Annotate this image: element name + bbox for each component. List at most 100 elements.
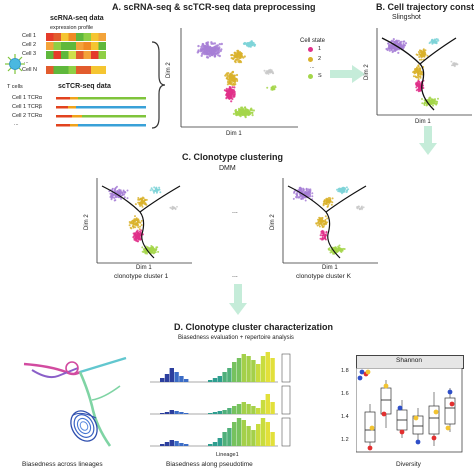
- scatter-point: [321, 217, 324, 220]
- scatter-point: [452, 63, 455, 66]
- expression-profile-label: expression profile: [50, 25, 94, 31]
- scatter-point: [326, 205, 329, 208]
- scatter-point: [419, 69, 422, 72]
- heatmap-cell: [46, 42, 54, 50]
- scatter-point: [417, 83, 420, 85]
- scatter-point: [251, 114, 254, 117]
- scatter-point: [437, 39, 440, 42]
- hist-bar: [184, 444, 189, 446]
- scatter-point: [252, 109, 255, 112]
- a-axis-y: Dim 2: [166, 62, 172, 78]
- scatter-point: [216, 49, 219, 52]
- scatter-point: [111, 196, 114, 198]
- scatter-point: [331, 201, 334, 204]
- scatter-point: [138, 228, 141, 231]
- section-d-subtitle: Biasedness evaluation + repertoire analy…: [178, 335, 294, 341]
- cell-label-n: Cell N: [22, 67, 37, 73]
- hist-bar: [169, 368, 174, 382]
- hist-bar: [241, 402, 246, 414]
- scatter-point: [244, 106, 247, 109]
- b-axis-y: Dim 2: [364, 64, 370, 80]
- legend-swatch-1: [308, 47, 313, 52]
- scatter-point: [205, 42, 208, 45]
- scatter-point: [422, 87, 425, 89]
- scatter-point: [296, 195, 299, 197]
- scatter-point: [215, 47, 219, 50]
- scatter-point: [237, 49, 240, 52]
- hist-bar: [246, 426, 251, 446]
- scatter-point: [233, 92, 236, 96]
- scatter-point: [223, 89, 226, 92]
- scatter-point: [135, 219, 138, 222]
- heatmap-cell: [53, 42, 61, 50]
- scatter-point: [395, 47, 398, 50]
- heatmap-cell: [98, 42, 106, 50]
- scatter-point: [230, 93, 233, 96]
- scatter-point: [228, 94, 231, 97]
- scatter-point: [238, 109, 241, 112]
- scatter-point: [140, 198, 143, 201]
- scatter-point: [144, 199, 147, 202]
- scatter-point: [432, 104, 434, 107]
- legend-title: Cell state: [300, 38, 326, 44]
- scatter-point: [434, 98, 436, 101]
- scatter-point: [400, 45, 403, 48]
- scatter-point: [338, 246, 341, 249]
- scatter-point: [418, 86, 421, 89]
- scatter-point: [137, 226, 140, 229]
- heatmap-cell: [76, 51, 84, 59]
- hist-bar: [227, 368, 232, 382]
- scatter-point: [320, 230, 323, 233]
- shannon-label: Shannon: [396, 357, 423, 364]
- trajectory-curve: [101, 185, 155, 259]
- diversity-point: [431, 435, 437, 441]
- heatmap-cell: [91, 66, 99, 74]
- scatter-point: [136, 229, 139, 232]
- scatter-point: [392, 47, 395, 50]
- scatter-point: [424, 53, 427, 56]
- scatter-point: [397, 51, 400, 54]
- scatter-point: [114, 188, 116, 191]
- scatter-point: [240, 106, 243, 109]
- cell-label-3: Cell 3: [22, 51, 37, 57]
- scatter-point: [113, 199, 116, 202]
- scatter-point: [218, 43, 221, 46]
- y-tick-1-6: 1.6: [341, 391, 349, 397]
- scatter-point: [140, 224, 143, 226]
- scatter-point: [299, 195, 302, 198]
- scatter-point: [152, 190, 155, 193]
- scatter-point: [330, 203, 333, 206]
- scatter-point: [155, 187, 158, 190]
- scatter-point: [337, 190, 340, 193]
- scatter-point: [233, 56, 236, 59]
- scatter-point: [200, 48, 203, 51]
- scatter-point: [322, 238, 324, 241]
- scatter-point: [421, 54, 424, 57]
- tcr-row-label-1: Cell 1 TCRα: [12, 95, 42, 101]
- scatter-point: [131, 222, 134, 225]
- scatter-point: [309, 191, 311, 194]
- scatter-point: [268, 69, 271, 72]
- scatter-point: [235, 54, 238, 57]
- scatter-point: [345, 186, 348, 189]
- scatter-point: [415, 89, 418, 92]
- scatter-point: [112, 193, 115, 196]
- sctcr-title: scTCR-seq data: [58, 83, 111, 90]
- scatter-point: [417, 76, 420, 79]
- scatter-point: [418, 52, 421, 55]
- scatter-point: [155, 191, 158, 194]
- scatter-point: [206, 56, 210, 59]
- scatter-point: [231, 71, 234, 74]
- hist-bar: [212, 412, 218, 414]
- scatter-point: [324, 200, 326, 203]
- scatter-point: [119, 191, 122, 194]
- scatter-point: [272, 87, 275, 90]
- scatter-point: [403, 40, 406, 43]
- hist-bar: [217, 376, 222, 382]
- scatter-point: [208, 52, 211, 56]
- scatter-point: [229, 73, 232, 76]
- scatter-point: [136, 236, 139, 239]
- legend-label-ellipsis: ...: [310, 64, 315, 70]
- scatter-point: [220, 42, 223, 46]
- c1-axis-x: Dim 1: [136, 265, 152, 271]
